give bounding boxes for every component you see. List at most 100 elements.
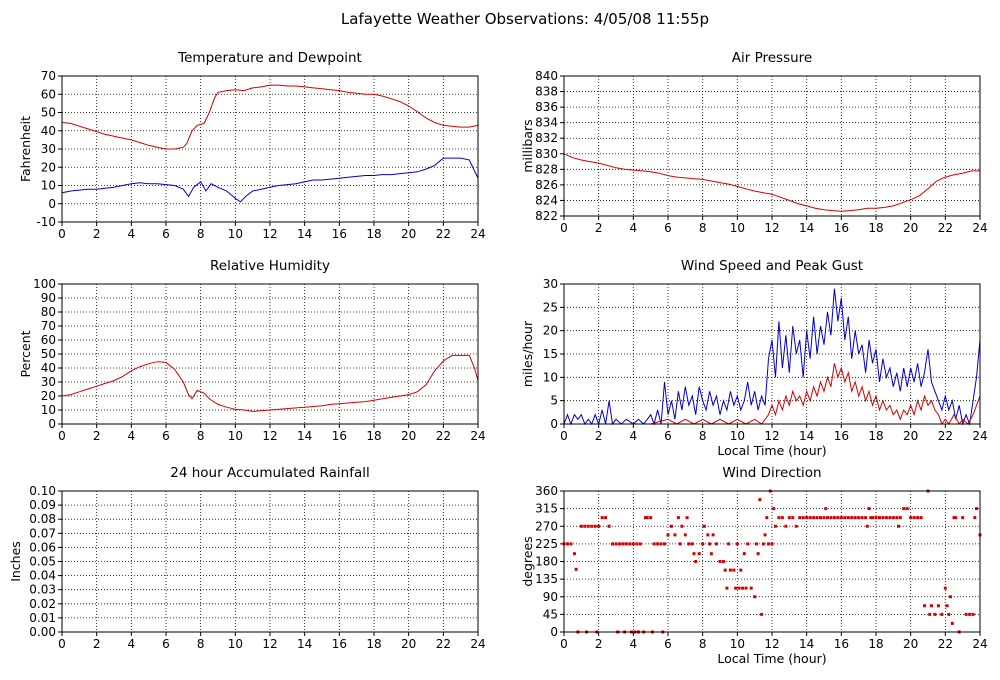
x-tick-label: 18	[366, 227, 381, 241]
x-tick-label: 18	[366, 637, 381, 651]
scatter-point	[864, 516, 868, 520]
y-tick-label: 822	[535, 209, 558, 223]
x-tick-label: 22	[938, 429, 953, 443]
x-tick-label: 0	[58, 227, 66, 241]
chart-title: Wind Speed and Peak Gust	[681, 258, 863, 274]
scatter-point	[784, 524, 788, 528]
x-tick-label: 16	[332, 429, 347, 443]
scatter-point	[711, 533, 715, 537]
scatter-point	[701, 542, 705, 546]
scatter-point	[954, 516, 958, 520]
scatter-point	[721, 560, 725, 563]
page-title: Lafayette Weather Observations: 4/05/08 …	[341, 10, 709, 28]
y-tick-label: 30	[543, 277, 558, 291]
x-tick-label: 18	[366, 429, 381, 443]
scatter-point	[659, 542, 663, 546]
scatter-point	[649, 516, 653, 520]
series-line-red	[564, 363, 981, 426]
scatter-point	[652, 542, 656, 546]
scatter-point	[756, 552, 760, 556]
x-tick-label: 24	[972, 429, 987, 443]
x-tick-label: 4	[128, 429, 136, 443]
x-tick-label: 20	[401, 429, 416, 443]
scatter-point	[761, 542, 765, 546]
x-tick-label: 10	[730, 637, 745, 651]
scatter-point	[744, 586, 748, 590]
scatter-point	[692, 552, 696, 556]
scatter-point	[971, 612, 975, 616]
plot-frame	[563, 490, 981, 633]
y-tick-label: 828	[535, 162, 558, 176]
scatter-point	[824, 507, 828, 511]
y-tick-label: 100	[33, 277, 56, 291]
y-tick-label: 40	[41, 124, 56, 138]
scatter-point	[912, 516, 916, 520]
scatter-point	[680, 524, 684, 528]
scatter-point	[888, 516, 892, 520]
y-tick-label: 0.01	[29, 611, 56, 625]
plot-frame	[563, 283, 981, 425]
x-tick-label: 16	[834, 637, 849, 651]
x-tick-label: 2	[595, 221, 603, 235]
y-tick-label: 10	[41, 179, 56, 193]
y-tick-label: 225	[535, 537, 558, 551]
scatter-point	[732, 568, 736, 572]
plot-frame	[61, 75, 479, 223]
scatter-point	[905, 507, 909, 511]
scatter-point	[952, 516, 956, 520]
y-tick-label: 0.10	[29, 484, 56, 498]
plot-frame	[61, 283, 479, 425]
y-tick-label: 824	[535, 193, 558, 207]
scatter-point	[728, 568, 732, 572]
scatter-point	[663, 542, 667, 546]
y-tick-label: 60	[41, 333, 56, 347]
x-tick-label: 8	[197, 227, 205, 241]
scatter-point	[929, 604, 933, 608]
x-tick-label: 4	[630, 637, 638, 651]
scatter-point	[579, 524, 583, 528]
scatter-point	[923, 604, 927, 608]
scatter-point	[919, 516, 923, 520]
y-tick-label: 270	[535, 519, 558, 533]
y-tick-label: 840	[535, 69, 558, 83]
y-tick-label: 0	[48, 197, 56, 211]
scatter-point	[928, 612, 932, 616]
scatter-point	[683, 533, 687, 537]
series-line-red	[61, 84, 479, 150]
x-tick-label: 12	[262, 227, 277, 241]
scatter-point	[936, 604, 940, 608]
scatter-point	[891, 516, 895, 520]
y-tick-label: -10	[36, 215, 56, 229]
scatter-point	[645, 516, 649, 520]
x-tick-label: 20	[401, 637, 416, 651]
y-tick-label: 20	[543, 324, 558, 338]
scatter-point	[968, 612, 972, 616]
y-tick-label: 830	[535, 147, 558, 161]
y-tick-label: 836	[535, 100, 558, 114]
scatter-point	[739, 568, 743, 572]
scatter-point	[569, 542, 573, 546]
scatter-point	[735, 542, 739, 546]
y-axis-label: degrees	[520, 536, 535, 586]
x-tick-label: 8	[699, 637, 707, 651]
x-tick-label: 6	[162, 429, 170, 443]
scatter-point	[628, 542, 632, 546]
x-tick-label: 2	[595, 637, 603, 651]
scatter-point	[839, 516, 843, 520]
x-tick-label: 24	[972, 221, 987, 235]
x-tick-label: 14	[297, 227, 312, 241]
scatter-point	[801, 516, 805, 520]
scatter-point	[565, 542, 569, 546]
x-tick-label: 14	[297, 429, 312, 443]
scatter-point	[770, 542, 774, 546]
scatter-point	[597, 524, 601, 528]
scatter-point	[902, 507, 906, 511]
scatter-point	[765, 516, 769, 520]
scatter-point	[572, 552, 576, 556]
scatter-point	[943, 586, 947, 590]
y-tick-label: 80	[41, 305, 56, 319]
scatter-point	[853, 516, 857, 520]
chart-title: Relative Humidity	[210, 258, 330, 274]
